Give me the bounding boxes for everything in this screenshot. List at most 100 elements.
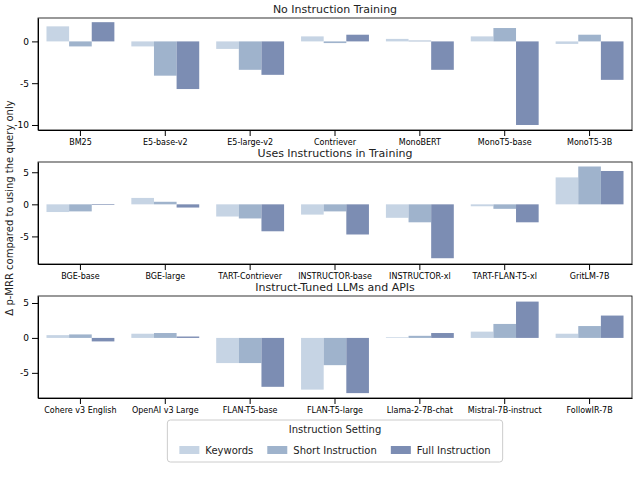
tick-mark	[250, 398, 251, 404]
tick: Llama-2-7B-chat	[387, 398, 453, 415]
tick-mark	[504, 398, 505, 404]
bar	[92, 338, 115, 341]
bar	[556, 41, 579, 44]
tick-mark	[335, 398, 336, 404]
tick-label: Llama-2-7B-chat	[387, 406, 453, 415]
tick-mark	[32, 83, 38, 84]
plot-frame	[38, 162, 632, 264]
axis-line	[38, 19, 39, 131]
tick: OpenAI v3 Large	[132, 398, 199, 415]
legend-label: Full Instruction	[417, 445, 491, 456]
tick: MonoBERT	[399, 130, 441, 147]
tick-label: TART-Contriever	[217, 272, 283, 281]
tick: 5	[23, 168, 38, 178]
tick: GritLM-7B	[570, 264, 610, 281]
bar	[431, 333, 454, 338]
bar	[131, 198, 154, 204]
tick: 0	[23, 200, 38, 210]
tick-label: FLAN-T5-base	[223, 406, 278, 415]
bar	[324, 204, 347, 211]
tick-mark	[335, 264, 336, 270]
tick: MonoT5-base	[478, 130, 532, 147]
tick: FLAN-T5-base	[223, 398, 278, 415]
bar	[261, 204, 284, 231]
bar	[324, 338, 347, 365]
tick-label: -5	[20, 368, 29, 378]
tick-mark	[32, 41, 38, 42]
tick-label: Cohere v3 English	[44, 406, 116, 415]
y-axis: -10 -5 0	[14, 19, 38, 131]
bar	[493, 28, 516, 41]
tick-mark	[250, 264, 251, 270]
legend-label: Keywords	[205, 445, 253, 456]
tick-mark	[80, 264, 81, 270]
bar	[131, 41, 154, 46]
bar	[471, 204, 494, 206]
bar	[154, 202, 177, 205]
plot-frame	[38, 296, 632, 398]
tick-label: BM25	[69, 138, 92, 147]
tick: TART-Contriever	[217, 264, 283, 281]
bar	[154, 41, 177, 75]
bar	[516, 41, 539, 125]
bar	[239, 204, 262, 218]
tick: TART-FLAN-T5-xl	[471, 264, 536, 281]
panel: No Instruction Training-10-50BM25E5-base…	[14, 3, 632, 147]
tick-mark	[589, 264, 590, 270]
tick-mark	[32, 303, 38, 304]
bar	[346, 35, 369, 42]
tick: INSTRUCTOR-xl	[389, 264, 451, 281]
tick: -5	[20, 79, 38, 89]
bar	[216, 204, 239, 216]
legend-item: Short Instruction	[267, 445, 377, 456]
tick-label: INSTRUCTOR-base	[298, 272, 372, 281]
tick-mark	[165, 264, 166, 270]
tick-label: MonoT5-base	[478, 138, 532, 147]
legend-label: Short Instruction	[293, 445, 377, 456]
x-axis: BGE-baseBGE-largeTART-ContrieverINSTRUCT…	[39, 264, 633, 281]
bar	[46, 335, 69, 338]
tick-mark	[589, 398, 590, 404]
legend-item: Keywords	[179, 445, 253, 456]
tick-label: -5	[20, 232, 29, 242]
tick: BGE-base	[61, 264, 100, 281]
tick-mark	[165, 398, 166, 404]
bar	[493, 204, 516, 208]
bar	[578, 35, 601, 42]
tick-mark	[32, 172, 38, 173]
tick: -10	[14, 120, 38, 130]
tick: E5-large-v2	[227, 130, 273, 147]
bar	[493, 324, 516, 338]
bar	[431, 204, 454, 258]
bar	[578, 166, 601, 204]
tick-label: 5	[23, 298, 29, 308]
tick-mark	[32, 125, 38, 126]
tick-label: 0	[23, 333, 29, 343]
tick-label: GritLM-7B	[570, 272, 610, 281]
bar	[177, 337, 200, 338]
tick-label: 5	[23, 168, 29, 178]
y-axis: -5 0 5	[20, 297, 38, 399]
tick: Mistral-7B-instruct	[468, 398, 542, 415]
tick-mark	[419, 264, 420, 270]
tick-mark	[165, 130, 166, 136]
tick-mark	[80, 398, 81, 404]
panel: Uses Instructions in Training-505BGE-bas…	[20, 147, 632, 281]
tick: 0	[23, 37, 38, 47]
tick-label: BGE-base	[61, 272, 100, 281]
bar	[239, 41, 262, 69]
bar	[301, 36, 324, 41]
tick-label: OpenAI v3 Large	[132, 406, 199, 415]
bar	[516, 204, 539, 222]
tick-label: INSTRUCTOR-xl	[389, 272, 451, 281]
bar	[261, 41, 284, 74]
legend-swatch	[391, 446, 411, 454]
tick-mark	[419, 398, 420, 404]
tick-mark	[32, 338, 38, 339]
y-axis: -5 0 5	[20, 163, 38, 265]
bar	[601, 316, 624, 338]
tick: E5-base-v2	[143, 130, 188, 147]
tick-label: TART-FLAN-T5-xl	[471, 272, 536, 281]
bar	[471, 36, 494, 41]
bar	[239, 338, 262, 363]
